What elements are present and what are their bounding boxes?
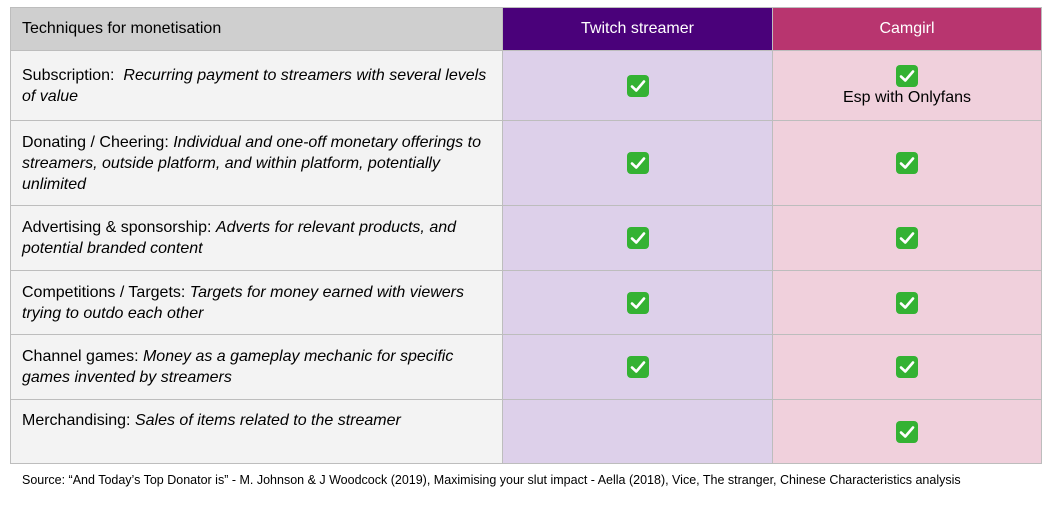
check-mark-icon bbox=[896, 356, 918, 378]
check-mark-icon bbox=[626, 356, 649, 378]
twitch-cell-empty bbox=[502, 399, 773, 464]
camgirl-cell bbox=[772, 399, 1042, 464]
row-description: Sales of items related to the streamer bbox=[134, 412, 401, 429]
row-label: Advertising & sponsorship: Adverts for r… bbox=[10, 205, 503, 271]
camgirl-cell bbox=[772, 120, 1042, 206]
twitch-cell bbox=[502, 50, 773, 121]
header-techniques: Techniques for monetisation bbox=[10, 7, 503, 51]
source-citation: Source: “And Today’s Top Donator is” - M… bbox=[22, 473, 961, 487]
check-mark-icon bbox=[626, 227, 649, 249]
check-mark-icon bbox=[626, 152, 649, 174]
row-description: Adverts for relevant products, and poten… bbox=[22, 219, 457, 257]
check-mark-icon bbox=[626, 291, 649, 314]
twitch-cell bbox=[502, 120, 773, 206]
row-label: Donating / Cheering: Individual and one-… bbox=[10, 120, 503, 206]
row-channel-games: Channel games: Money as a gameplay mecha… bbox=[10, 334, 1042, 400]
header-row: Techniques for monetisation Twitch strea… bbox=[10, 7, 1042, 51]
row-name: Donating / Cheering: bbox=[22, 133, 169, 151]
camgirl-cell bbox=[772, 205, 1042, 271]
row-label: Competitions / Targets: Targets for mone… bbox=[10, 270, 503, 335]
check-mark-icon bbox=[896, 227, 918, 249]
row-description: Individual and one-off monetary offering… bbox=[22, 133, 481, 193]
monetisation-table: Techniques for monetisation Twitch strea… bbox=[10, 7, 1042, 464]
check-mark-icon bbox=[896, 152, 918, 174]
header-camgirl: Camgirl bbox=[772, 7, 1042, 51]
check-mark-icon bbox=[896, 420, 918, 443]
row-advertising: Advertising & sponsorship: Adverts for r… bbox=[10, 205, 1042, 271]
check-mark-icon bbox=[896, 64, 918, 87]
row-name: Advertising & sponsorship: bbox=[22, 219, 212, 236]
twitch-cell bbox=[502, 334, 773, 400]
row-name: Competitions / Targets: bbox=[22, 283, 186, 301]
camgirl-cell bbox=[772, 270, 1042, 335]
row-name: Channel games: bbox=[22, 348, 139, 365]
row-label: Merchandising: Sales of items related to… bbox=[10, 399, 503, 464]
check-mark-icon bbox=[896, 291, 918, 314]
row-subscription: Subscription: Recurring payment to strea… bbox=[10, 50, 1042, 121]
twitch-cell bbox=[502, 205, 773, 271]
camgirl-note: Esp with Onlyfans bbox=[842, 88, 972, 106]
twitch-cell bbox=[502, 270, 773, 335]
row-name: Subscription: bbox=[22, 66, 115, 84]
row-label: Channel games: Money as a gameplay mecha… bbox=[10, 334, 503, 400]
row-name: Merchandising: bbox=[22, 412, 131, 429]
camgirl-cell: Esp with Onlyfans bbox=[772, 50, 1042, 121]
row-donating: Donating / Cheering: Individual and one-… bbox=[10, 120, 1042, 206]
row-description: Recurring payment to streamers with seve… bbox=[22, 66, 487, 105]
row-competitions: Competitions / Targets: Targets for mone… bbox=[10, 270, 1042, 335]
header-twitch-streamer: Twitch streamer bbox=[502, 7, 773, 51]
row-merchandising: Merchandising: Sales of items related to… bbox=[10, 399, 1042, 464]
row-label: Subscription: Recurring payment to strea… bbox=[10, 50, 503, 121]
row-description: Targets for money earned with viewers tr… bbox=[22, 283, 464, 322]
row-description: Money as a gameplay mechanic for specifi… bbox=[22, 348, 454, 386]
check-mark-icon bbox=[626, 74, 649, 97]
camgirl-cell bbox=[772, 334, 1042, 400]
